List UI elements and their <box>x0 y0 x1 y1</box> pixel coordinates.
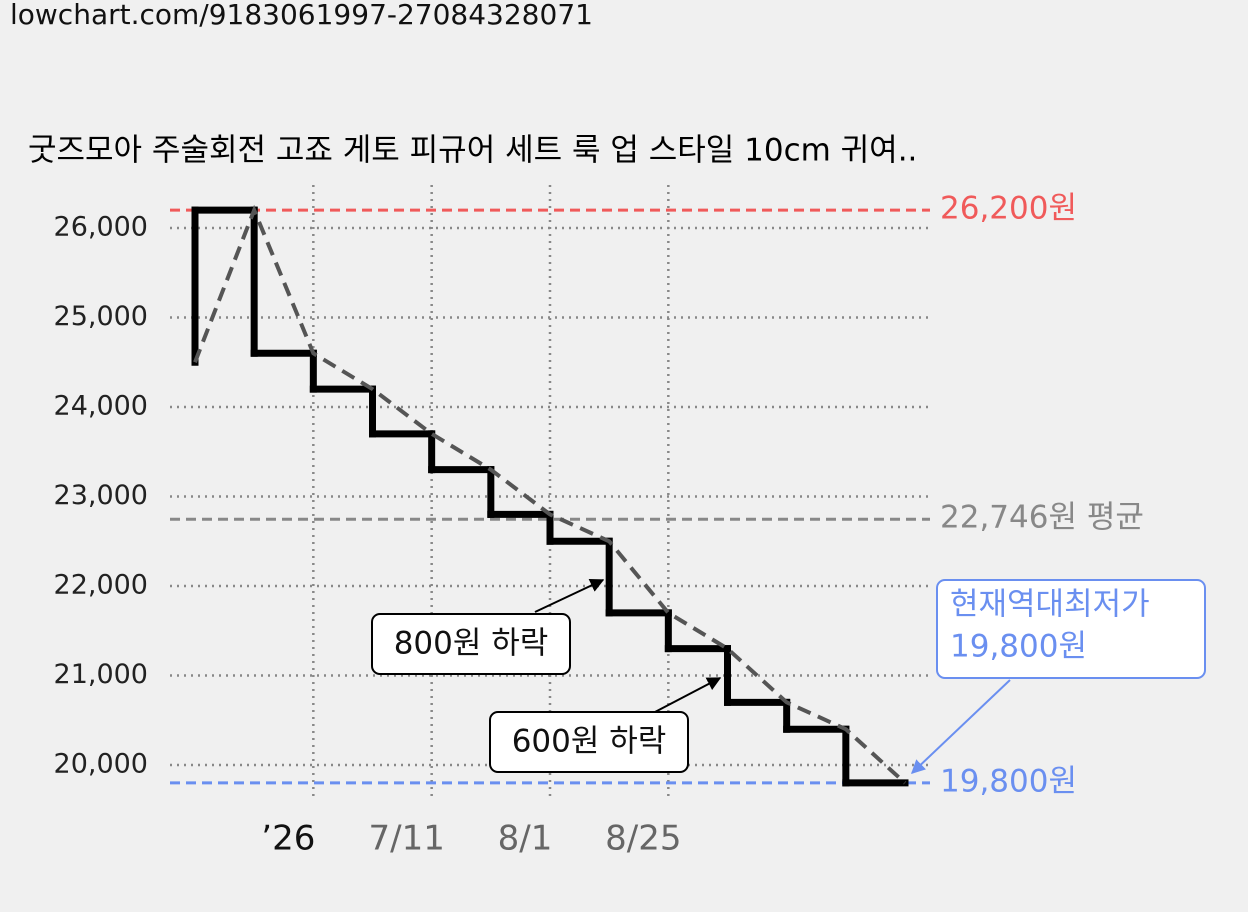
x-tick-label: 7/11 <box>368 819 444 859</box>
y-tick-label: 22,000 <box>54 570 148 601</box>
x-tick-label: 8/25 <box>605 819 681 859</box>
y-tick-label: 25,000 <box>54 301 148 332</box>
x-tick-label: ’26 <box>261 819 315 859</box>
annotation-box <box>371 613 571 675</box>
reference-label: 22,746원 평균 <box>940 500 1144 536</box>
annotation-text: 800원 하락 <box>394 626 549 662</box>
callout-arrow <box>910 679 1011 774</box>
annotation-arrow <box>534 579 605 613</box>
trend-line <box>193 204 907 785</box>
y-tick-label: 21,000 <box>54 659 148 690</box>
x-tick-label: 8/1 <box>498 819 553 859</box>
reference-label: 26,200원 <box>940 191 1077 227</box>
callout-text: 현재역대최저가 <box>950 587 1150 623</box>
y-tick-label: 20,000 <box>54 749 148 780</box>
url: lowchart.com/9183061997-27084328071 <box>10 0 593 31</box>
chart-title: 굿즈모아 주술회전 고죠 게토 피규어 세트 룩 업 스타일 10cm 귀여.. <box>28 133 917 169</box>
y-tick-label: 23,000 <box>54 480 148 511</box>
annotation-text: 600원 하락 <box>512 724 667 760</box>
y-tick-label: 26,000 <box>54 212 148 243</box>
reference-label: 19,800원 <box>940 763 1077 799</box>
callout-box <box>936 579 1206 679</box>
annotation-arrow <box>654 677 722 713</box>
y-tick-label: 24,000 <box>54 391 148 422</box>
callout-text: 19,800원 <box>950 629 1087 665</box>
annotation-box <box>489 711 689 773</box>
